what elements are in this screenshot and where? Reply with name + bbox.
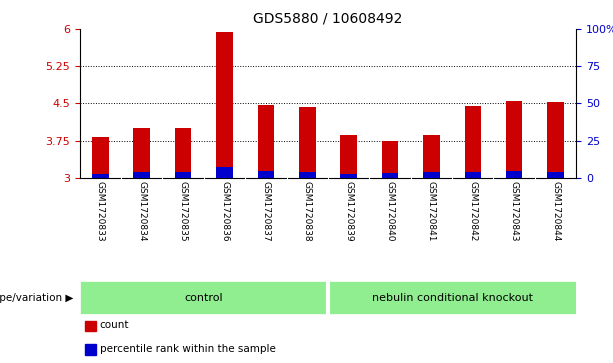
Bar	[382, 141, 398, 178]
Bar	[340, 174, 357, 178]
Bar	[328, 281, 576, 314]
Text: GSM1720837: GSM1720837	[261, 181, 270, 241]
Bar	[216, 32, 233, 178]
Text: GSM1720836: GSM1720836	[220, 181, 229, 241]
Text: GSM1720835: GSM1720835	[178, 181, 188, 241]
Bar	[257, 171, 274, 178]
Bar	[299, 172, 316, 178]
Bar	[92, 137, 109, 178]
Bar	[175, 128, 191, 178]
Text: GSM1720841: GSM1720841	[427, 181, 436, 241]
Text: GSM1720840: GSM1720840	[386, 181, 395, 241]
Text: GSM1720839: GSM1720839	[344, 181, 353, 241]
Text: percentile rank within the sample: percentile rank within the sample	[99, 344, 275, 354]
Bar	[382, 173, 398, 178]
Bar	[465, 106, 481, 178]
Text: GSM1720844: GSM1720844	[551, 181, 560, 241]
Bar	[85, 321, 96, 331]
Bar	[465, 172, 481, 178]
Bar	[506, 171, 522, 178]
Bar	[85, 344, 96, 355]
Bar	[299, 107, 316, 178]
Text: nebulin conditional knockout: nebulin conditional knockout	[371, 293, 533, 303]
Text: genotype/variation ▶: genotype/variation ▶	[0, 293, 74, 303]
Text: GSM1720843: GSM1720843	[509, 181, 519, 241]
Bar	[340, 135, 357, 178]
Text: GSM1720838: GSM1720838	[303, 181, 312, 241]
Bar	[134, 128, 150, 178]
Text: control: control	[185, 293, 223, 303]
Bar	[80, 281, 328, 314]
Text: GSM1720842: GSM1720842	[468, 181, 478, 241]
Bar	[423, 172, 440, 178]
Bar	[175, 172, 191, 178]
Bar	[547, 172, 564, 178]
Text: GSM1720834: GSM1720834	[137, 181, 147, 241]
Text: GSM1720833: GSM1720833	[96, 181, 105, 241]
Bar	[216, 167, 233, 178]
Bar	[257, 105, 274, 178]
Bar	[92, 174, 109, 178]
Bar	[547, 102, 564, 178]
Bar	[423, 135, 440, 178]
Bar	[506, 101, 522, 178]
Bar	[134, 172, 150, 178]
Text: count: count	[99, 320, 129, 330]
Title: GDS5880 / 10608492: GDS5880 / 10608492	[253, 11, 403, 25]
